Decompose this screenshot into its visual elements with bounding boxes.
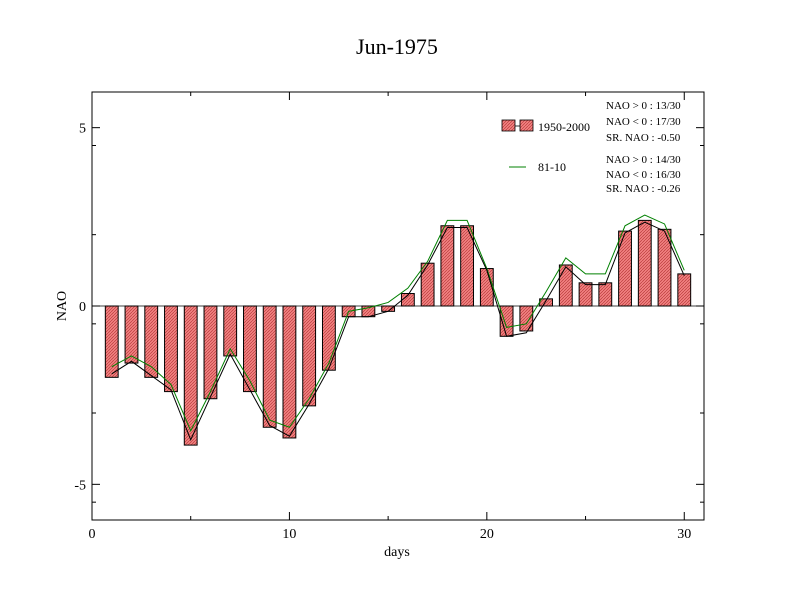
legend: 1950-2000 NAO > 0 : 13/30 NAO < 0 : 17/3…	[501, 100, 681, 195]
y-tick-label: 5	[79, 122, 86, 137]
line-series-81-10	[111, 214, 685, 433]
bar	[420, 262, 435, 307]
bar	[637, 219, 652, 307]
bar	[657, 228, 672, 307]
legend-label-1950-2000: 1950-2000	[538, 120, 590, 134]
x-axis-ticks: 0 10 20 30	[89, 92, 691, 542]
bar	[104, 305, 119, 378]
legend-bar-swatch	[501, 119, 516, 132]
bar	[124, 305, 139, 364]
bar	[440, 225, 455, 307]
x-tick-label: 20	[480, 527, 494, 542]
bar	[183, 305, 198, 446]
legend-stat-1c: SR. NAO : -0.50	[606, 132, 681, 144]
chart-title: Jun-1975	[356, 34, 438, 59]
legend-stat-2a: NAO > 0 : 14/30	[606, 154, 681, 166]
x-tick-label: 0	[89, 527, 96, 542]
bar	[618, 230, 632, 307]
x-tick-label: 10	[282, 527, 296, 542]
legend-stat-2b: NAO < 0 : 16/30	[606, 169, 681, 181]
bar	[321, 305, 336, 371]
bar	[144, 305, 159, 378]
bar	[558, 264, 573, 307]
x-tick-label: 30	[677, 527, 691, 542]
bar	[243, 305, 257, 393]
bar	[164, 305, 178, 393]
bar	[578, 282, 593, 307]
bar	[223, 305, 238, 357]
bar	[598, 282, 613, 307]
bar	[203, 305, 218, 400]
legend-bar-swatch-right	[519, 119, 534, 132]
x-axis-label: days	[384, 545, 410, 560]
bar	[460, 225, 475, 307]
legend-stat-1b: NAO < 0 : 17/30	[606, 116, 681, 128]
bar	[400, 293, 415, 307]
bar-series	[92, 219, 704, 446]
bar	[302, 305, 317, 407]
y-tick-label: 0	[79, 300, 86, 315]
legend-label-81-10: 81-10	[538, 160, 566, 174]
y-tick-label: -5	[74, 478, 86, 493]
bar	[282, 305, 297, 439]
line-series-anomaly	[111, 221, 685, 442]
legend-stat-1a: NAO > 0 : 13/30	[606, 100, 681, 112]
legend-stat-2c: SR. NAO : -0.26	[606, 183, 681, 195]
bar	[262, 305, 277, 428]
bar	[519, 305, 534, 332]
line-series	[111, 214, 685, 442]
y-axis-label: NAO	[55, 291, 70, 321]
bar	[381, 305, 396, 312]
bar	[479, 268, 494, 307]
bar	[677, 273, 692, 307]
